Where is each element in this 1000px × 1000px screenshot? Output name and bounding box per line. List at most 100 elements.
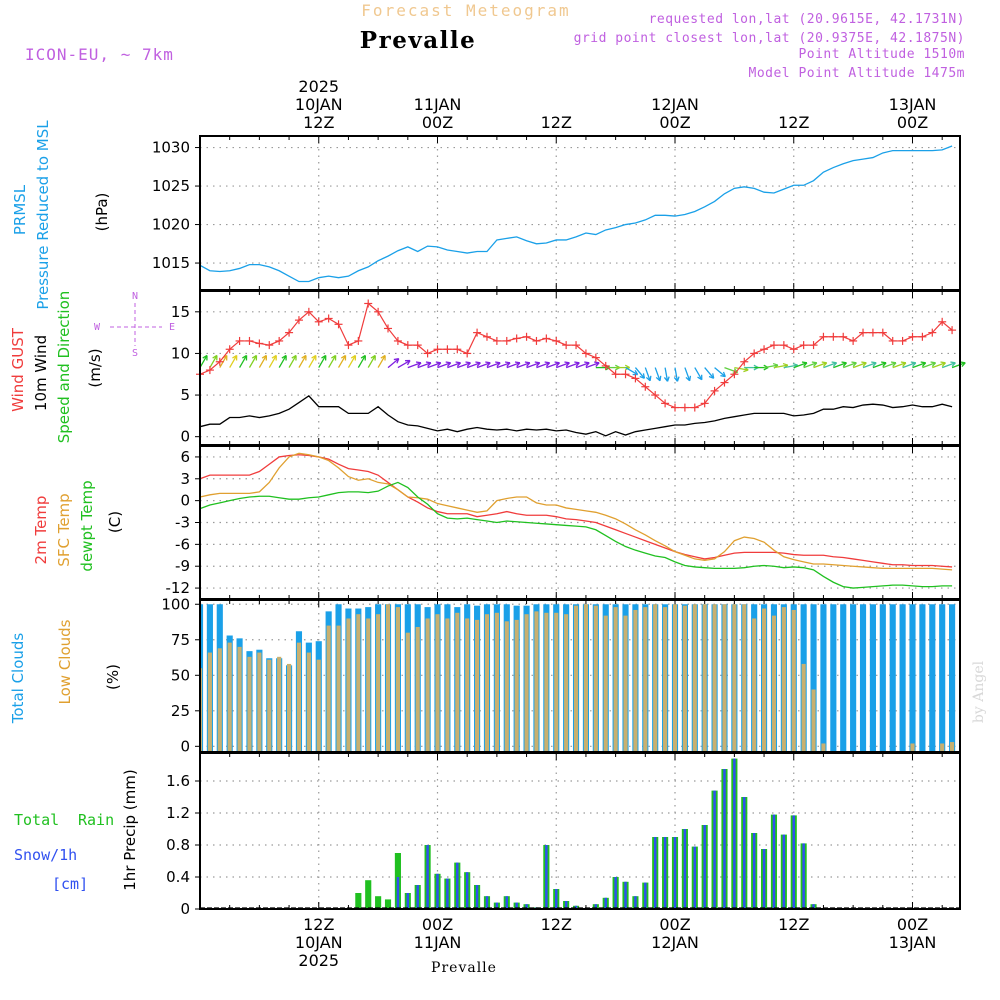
low-clouds-bar: [405, 632, 410, 752]
wind-arrow-head: [666, 376, 670, 382]
wind-arrow: [674, 367, 679, 382]
wind-arrow: [803, 362, 818, 369]
y-tick-label: 0.4: [166, 868, 190, 886]
wind-arrow-head: [393, 357, 399, 361]
low-clouds-bar: [475, 619, 480, 752]
panel-frame: [199, 445, 961, 600]
wind-arrow-head: [311, 354, 317, 359]
bottom-time-label: 00Z: [422, 915, 453, 934]
bottom-time-label: 2025: [298, 951, 339, 970]
wind-arrow-head: [803, 362, 808, 367]
wind-gust-label: Wind GUST: [9, 327, 27, 412]
low-clouds-bar: [702, 604, 707, 752]
wind-arrow-head: [813, 362, 818, 367]
snow-bar: [525, 904, 528, 909]
wind-arrow-head: [881, 361, 887, 364]
bottom-time-label: 10JAN: [295, 933, 343, 952]
wind-arrow: [724, 366, 738, 373]
low-clouds-bar: [306, 652, 311, 752]
wind-arrow-head: [697, 376, 703, 381]
y-tick-label: 1030: [152, 139, 190, 157]
wind-arrow-head: [862, 362, 867, 367]
wind-arrow-head: [822, 362, 828, 367]
wind-arrow-head: [649, 375, 652, 381]
wind-arrow: [447, 362, 461, 369]
wind-arrow: [209, 355, 218, 368]
wind-arrow-head: [380, 354, 386, 359]
wind-arrow-head: [504, 361, 511, 364]
snow-bar: [782, 834, 786, 909]
snow-bar: [683, 829, 687, 909]
y-tick-label: -9: [175, 557, 190, 575]
wind-arrow-head: [841, 361, 847, 364]
wind-arrow-head: [534, 361, 540, 364]
temp-2m-label: 2m Temp: [32, 496, 50, 565]
wind-arrow-head: [427, 362, 432, 367]
snow-bar: [505, 896, 508, 909]
wind-arrow-head: [792, 362, 798, 366]
low-clouds-bar: [227, 642, 232, 752]
point-altitude: Point Altitude 1510m: [798, 47, 965, 62]
wind-arrow-head: [506, 362, 511, 367]
wind-arrow: [575, 362, 590, 369]
low-clouds-bar: [771, 615, 777, 752]
top-time-label: 10JAN: [295, 95, 343, 114]
bottom-time-label: 12Z: [303, 915, 334, 934]
low-clouds-bar: [791, 609, 796, 752]
wind-arrow: [248, 355, 258, 368]
snow-bar: [733, 758, 736, 909]
y-tick-label: 1.6: [166, 772, 190, 790]
total-clouds-bar: [939, 604, 946, 752]
snow-bar: [743, 797, 746, 909]
model-name: ICON-EU, ~ 7km: [25, 45, 174, 64]
wind-arrow: [258, 355, 267, 368]
wind-arrow-head: [831, 361, 837, 364]
wind-arrow: [941, 362, 956, 369]
snow-bar: [465, 872, 469, 909]
low-clouds-bar: [653, 604, 658, 752]
low-clouds-bar: [267, 659, 272, 752]
wind-arrow: [585, 362, 600, 369]
total-clouds-bar: [820, 604, 827, 752]
wind-arrow-head: [584, 361, 590, 364]
y-tick-label: -3: [175, 514, 190, 532]
wind-arrow-head: [712, 373, 715, 379]
wind-arrow-head: [564, 361, 570, 364]
wind-arrow: [783, 364, 798, 369]
wind-arrow-head: [900, 361, 906, 364]
snow-bar: [594, 904, 598, 909]
wind-arrow-head: [960, 361, 966, 364]
wind-gust-line: [199, 302, 953, 409]
snow-bar: [406, 893, 410, 909]
y-tick-label: 50: [171, 666, 190, 684]
low-clouds-bar: [722, 604, 727, 752]
wind-arrow: [308, 355, 317, 368]
wind-arrow-head: [554, 361, 560, 364]
low-clouds-bar: [742, 604, 747, 752]
y-tick-label: 25: [171, 702, 190, 720]
footer-station: Prevalle: [431, 960, 497, 976]
bottom-time-label: 11JAN: [414, 933, 462, 952]
wind-arrow-head: [340, 354, 346, 359]
wind-arrow-head: [639, 375, 645, 379]
snow-bar: [436, 873, 439, 909]
low-clouds-bar: [504, 621, 509, 752]
low-clouds-bar: [692, 604, 697, 752]
total-clouds-bar: [810, 604, 817, 752]
snow-bar: [485, 896, 489, 909]
wind-arrow-head: [456, 362, 462, 367]
wind-arrow-head: [763, 367, 769, 371]
wind-arrow-head: [526, 362, 531, 367]
temp-dewpt-line: [199, 481, 953, 589]
y-tick-label: 1020: [152, 216, 190, 234]
low-clouds-bar: [752, 618, 757, 752]
top-time-label: 11JAN: [414, 95, 462, 114]
wind-arrow-head: [446, 362, 452, 367]
wind-arrow: [714, 367, 726, 378]
total-clouds-bar: [830, 604, 837, 752]
compass-rose: N S W E: [94, 291, 175, 359]
low-clouds-label: Low Clouds: [56, 619, 74, 704]
bottom-time-label: 00Z: [897, 915, 928, 934]
wind-arrow-head: [940, 361, 946, 364]
wind-arrow-head: [545, 362, 551, 367]
